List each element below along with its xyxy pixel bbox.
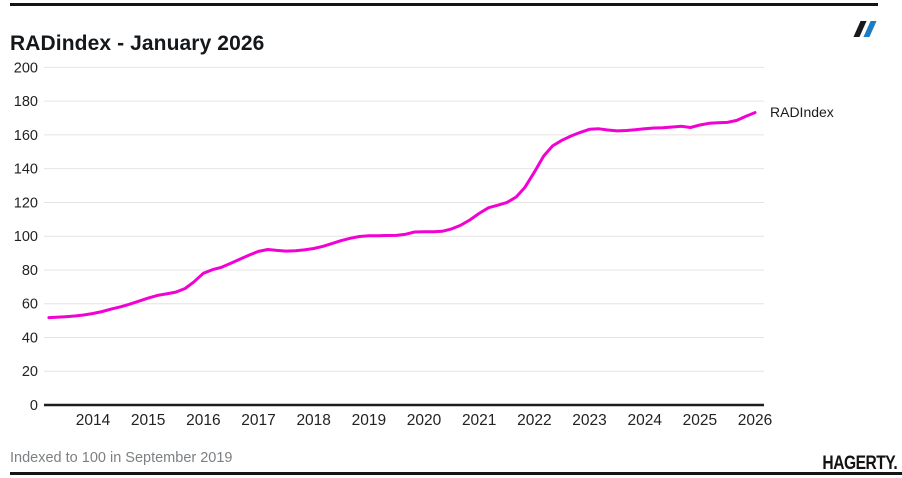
series-end-label: RADIndex (770, 104, 834, 120)
x-tick-label: 2017 (241, 412, 275, 429)
radindex-series-line (47, 111, 757, 320)
y-tick-label: 120 (14, 195, 38, 211)
x-tick-label: 2023 (572, 412, 606, 429)
top-divider (10, 3, 878, 6)
y-tick-label: 180 (14, 94, 38, 110)
y-tick-label: 80 (22, 263, 38, 279)
x-tick-label: 2020 (407, 412, 442, 429)
x-tick-label: 2019 (352, 412, 386, 429)
x-tick-label: 2024 (627, 412, 662, 429)
footer-index-note: Indexed to 100 in September 2019 (10, 450, 233, 466)
y-tick-label: 60 (22, 297, 38, 313)
y-tick-label: 40 (22, 330, 38, 346)
x-tick-label: 2025 (683, 412, 717, 429)
y-tick-label: 20 (22, 364, 38, 380)
hagerty-wordmark: HAGERTY. (822, 453, 897, 474)
x-tick-label: 2021 (462, 412, 496, 429)
x-tick-label: 2022 (517, 412, 551, 429)
x-tick-label: 2018 (296, 412, 330, 429)
x-tick-label: 2016 (186, 412, 220, 429)
bottom-divider (10, 472, 902, 475)
y-tick-label: 0 (30, 398, 38, 414)
x-tick-label: 2026 (738, 412, 772, 429)
y-tick-label: 200 (14, 60, 38, 76)
page-title: RADindex - January 2026 (10, 32, 265, 56)
y-tick-label: 160 (14, 128, 38, 144)
y-tick-label: 140 (14, 162, 38, 178)
y-tick-label: 100 (14, 229, 38, 245)
x-tick-label: 2015 (131, 412, 165, 429)
x-tick-label: 2014 (76, 412, 111, 429)
